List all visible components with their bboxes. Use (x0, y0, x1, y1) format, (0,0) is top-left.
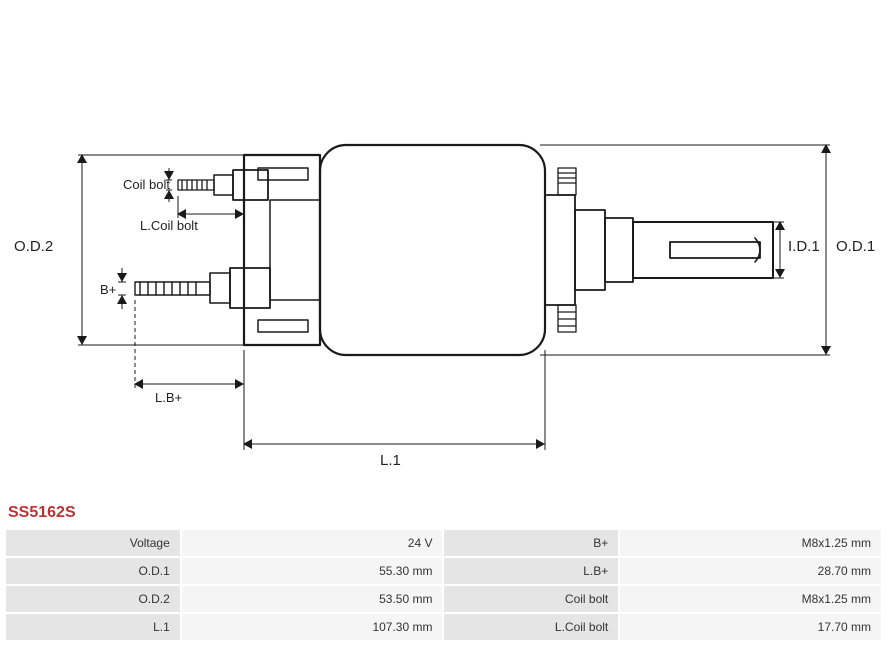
solenoid-drawing (0, 0, 889, 500)
spec-value: 55.30 mm (182, 558, 443, 584)
table-row: O.D.1 55.30 mm L.B+ 28.70 mm (6, 558, 881, 584)
spec-label: B+ (444, 530, 618, 556)
label-od2: O.D.2 (14, 238, 53, 255)
label-lcoilbolt: L.Coil bolt (140, 218, 198, 233)
spec-value: 24 V (182, 530, 443, 556)
spec-label: Coil bolt (444, 586, 618, 612)
label-od1: O.D.1 (836, 238, 875, 255)
spec-value: M8x1.25 mm (620, 530, 881, 556)
spec-value: 28.70 mm (620, 558, 881, 584)
part-number: SS5162S (0, 500, 889, 528)
spec-label: Voltage (6, 530, 180, 556)
specifications-table: Voltage 24 V B+ M8x1.25 mm O.D.1 55.30 m… (4, 528, 883, 642)
label-lbplus: L.B+ (155, 390, 182, 405)
spec-label: L.B+ (444, 558, 618, 584)
table-row: L.1 107.30 mm L.Coil bolt 17.70 mm (6, 614, 881, 640)
label-l1: L.1 (380, 452, 401, 469)
spec-label: L.1 (6, 614, 180, 640)
table-row: Voltage 24 V B+ M8x1.25 mm (6, 530, 881, 556)
spec-label: L.Coil bolt (444, 614, 618, 640)
spec-label: O.D.1 (6, 558, 180, 584)
table-row: O.D.2 53.50 mm Coil bolt M8x1.25 mm (6, 586, 881, 612)
label-bplus: B+ (100, 282, 116, 297)
spec-value: 107.30 mm (182, 614, 443, 640)
spec-value: M8x1.25 mm (620, 586, 881, 612)
spec-value: 17.70 mm (620, 614, 881, 640)
label-coilbolt: Coil bolt (116, 177, 170, 192)
spec-label: O.D.2 (6, 586, 180, 612)
spec-value: 53.50 mm (182, 586, 443, 612)
technical-diagram: O.D.2 O.D.1 I.D.1 L.1 L.B+ B+ Coil bolt … (0, 0, 889, 500)
label-id1: I.D.1 (788, 238, 820, 255)
